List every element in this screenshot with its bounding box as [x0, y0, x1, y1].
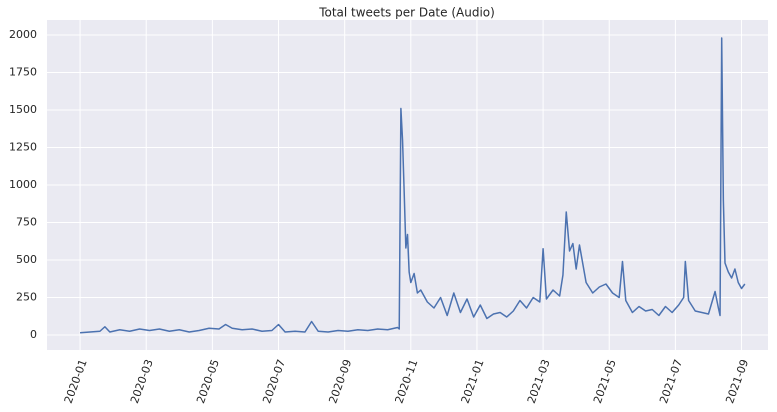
- y-tick-label: 750: [16, 216, 37, 229]
- x-tick-label: 2020-01: [62, 358, 90, 406]
- data-line: [80, 37, 746, 334]
- x-tick-label: 2021-05: [591, 358, 619, 406]
- y-tick-label: 2000: [9, 28, 37, 41]
- x-tick-label: 2020-03: [128, 358, 156, 406]
- x-tick-label: 2021-01: [459, 358, 487, 406]
- x-tick-label: 2021-09: [723, 358, 751, 406]
- y-tick-label: 1750: [9, 66, 37, 79]
- x-tick-label: 2020-05: [194, 358, 222, 406]
- y-tick-label: 1000: [9, 178, 37, 191]
- y-tick-label: 0: [30, 328, 37, 341]
- x-tick-label: 2021-03: [525, 358, 553, 406]
- y-tick-label: 1500: [9, 103, 37, 116]
- x-tick-label: 2020-11: [393, 358, 421, 406]
- chart-title: Total tweets per Date (Audio): [318, 6, 495, 20]
- y-tick-label: 250: [16, 291, 37, 304]
- y-tick-label: 1250: [9, 141, 37, 154]
- x-tick-label: 2021-07: [657, 358, 685, 406]
- x-tick-label: 2020-09: [326, 358, 354, 406]
- x-tick-label: 2020-07: [260, 358, 288, 406]
- y-tick-label: 500: [16, 253, 37, 266]
